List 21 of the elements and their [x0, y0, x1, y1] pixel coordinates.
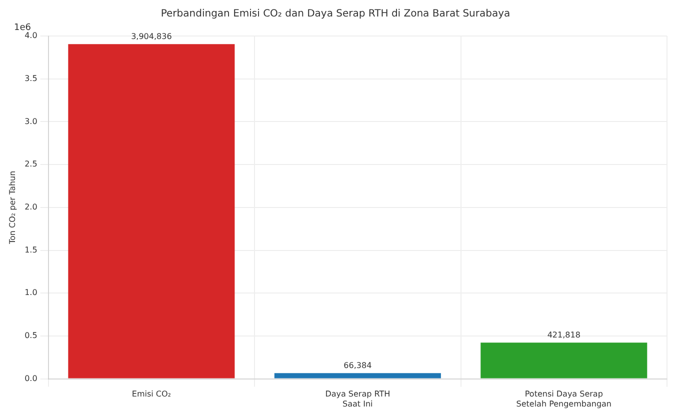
- y-tick-label: 0.0: [24, 374, 38, 383]
- x-tick-label: Daya Serap RTH Saat Ini: [325, 390, 390, 408]
- chart-title: Perbandingan Emisi CO₂ dan Daya Serap RTH di Zona Barat Surabaya: [160, 8, 510, 20]
- annotation: 66,384: [344, 361, 372, 370]
- bar: [274, 373, 441, 378]
- y-tick-label: 1.0: [24, 288, 38, 298]
- text: 1e6: [14, 22, 32, 33]
- y-tick-label: 3.0: [24, 116, 38, 126]
- x-tick-label: Emisi CO₂: [132, 390, 171, 399]
- annotation: 3,904,836: [131, 32, 172, 42]
- bar: [480, 342, 648, 378]
- y-tick-label: 0.5: [24, 331, 38, 340]
- y-tick-label: 1.5: [24, 245, 38, 254]
- y-tick-label: 2.5: [24, 160, 38, 169]
- bar: [68, 44, 235, 378]
- y-tick-label: 3.5: [24, 74, 38, 83]
- y-tick-label: 2.0: [24, 202, 38, 212]
- y-axis-title: Ton CO₂ per Tahun: [8, 170, 17, 245]
- annotation: 421,818: [547, 330, 580, 340]
- y-tick-label: 4.0: [24, 31, 38, 40]
- x-tick-label: Potensi Daya Serap Setelah Pengembangan: [516, 390, 612, 408]
